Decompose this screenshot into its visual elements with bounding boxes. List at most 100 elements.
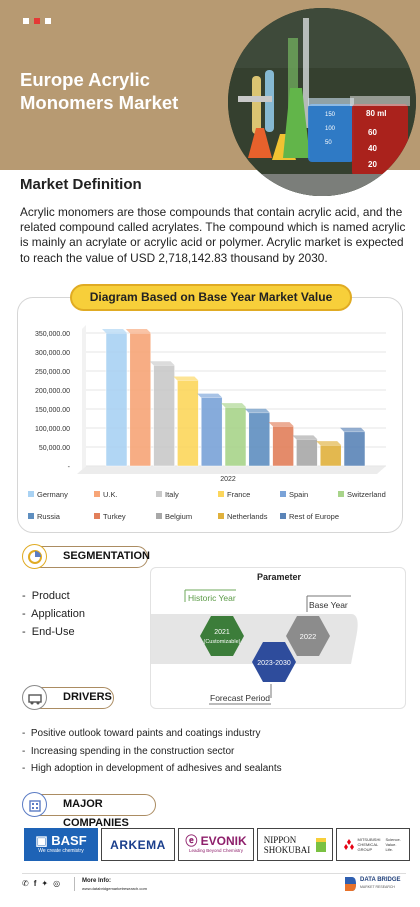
driver-item: - Positive outlook toward paints and coa… [22, 728, 261, 739]
beaker-mark-40: 40 [368, 144, 377, 153]
evonik-logo: ⓔ EVONIK Leading Beyond Chemistry [178, 828, 254, 861]
legend-label: Spain [289, 490, 308, 499]
bar-top [221, 403, 246, 408]
bar-rest-of-europe [343, 431, 366, 467]
beaker-mark-60: 60 [368, 128, 377, 137]
brand-line1: DATA BRIDGE [360, 877, 401, 883]
legend-label: Turkey [103, 512, 126, 521]
y-tick-label: - [68, 464, 71, 471]
y-tick-label: 250,000.00 [35, 369, 70, 376]
bar-chart: 350,000.00 300,000.00 250,000.00 200,000.00… [28, 325, 386, 521]
drivers-icon [22, 685, 47, 710]
footer-divider [22, 873, 406, 874]
facebook-icon[interactable]: f [33, 879, 37, 888]
hex-historic-customizable: (Customizable) [204, 639, 241, 645]
chart-card: 350,000.00 300,000.00 250,000.00 200,000.00… [17, 297, 403, 533]
legend-label: Russia [37, 512, 61, 521]
page-title-line2: Monomers Market [20, 92, 179, 113]
flask-mark-150: 150 [325, 112, 336, 118]
hex-historic-year: 2021 [214, 629, 230, 636]
data-bridge-mark-icon [345, 877, 356, 891]
hex-forecast-period: 2023-2030 [257, 660, 291, 667]
social-icons: ✆ f ✦ ◎ [22, 879, 60, 888]
hex-base-year: 2022 [300, 632, 317, 641]
segmentation-item: - End-Use [22, 626, 75, 638]
driver-item: - High adoption in development of adhesi… [22, 763, 282, 774]
segmentation-icon [22, 544, 47, 569]
bar-belgium [296, 439, 318, 467]
mitsubishi-diamonds-icon [343, 839, 354, 850]
x-axis-label: 2022 [220, 476, 236, 483]
segmentation-label: SEGMENTATION [63, 550, 150, 562]
bar-top [173, 376, 199, 381]
y-tick-label: 350,000.00 [35, 331, 70, 338]
legend-swatch [338, 491, 344, 497]
mitsubishi-tagline: Science. Value. Life. [385, 837, 401, 852]
y-tick-label: 300,000.00 [35, 350, 70, 357]
bar-netherlands [319, 444, 342, 467]
companies-icon [22, 792, 47, 817]
chart-title-pill: Diagram Based on Base Year Market Value [70, 284, 352, 311]
legend-swatch [156, 491, 162, 497]
segmentation-pill: SEGMENTATION [30, 546, 150, 568]
evonik-logo-tag: Leading Beyond Chemistry [188, 848, 244, 853]
bar-top [340, 427, 365, 432]
legend-label: Switzerland [347, 490, 386, 499]
footer-separator [74, 877, 75, 891]
forecast-period-label: Forecast Period [210, 693, 270, 703]
basf-logo-tag: We create chemistry [38, 848, 84, 854]
bar-spain [200, 397, 223, 467]
legend-swatch [94, 513, 100, 519]
segmentation-item: - Product [22, 590, 70, 602]
drivers-pill: DRIVERS [30, 687, 114, 709]
bar-italy [153, 365, 175, 467]
bar-top [125, 329, 151, 333]
drivers-list: - Positive outlook toward paints and coa… [22, 725, 282, 778]
arkema-logo: ARKEMA [101, 828, 175, 861]
legend-swatch [28, 513, 34, 519]
legend-swatch [28, 491, 34, 497]
segmentation-list: - Product - Application - End-Use [22, 587, 85, 641]
legend-label: Rest of Europe [289, 512, 339, 521]
beaker-mark-20: 20 [368, 160, 377, 169]
basf-logo: ▣ BASF We create chemistry [24, 828, 98, 861]
more-info-url[interactable]: www.databridgemarketresearch.com [82, 886, 147, 891]
chart-wall [82, 325, 86, 470]
bar-u-k- [129, 332, 152, 467]
legend-swatch [218, 491, 224, 497]
y-tick-label: 150,000.00 [35, 407, 70, 414]
base-year-label: Base Year [309, 600, 348, 610]
bar-switzerland [224, 406, 247, 467]
bar-top [292, 435, 318, 440]
more-info-label: More Info: [82, 878, 111, 884]
bar-france [177, 380, 199, 467]
bar-top [316, 441, 342, 446]
y-tick-label: 200,000.00 [35, 388, 70, 395]
whatsapp-icon[interactable]: ✆ [22, 879, 29, 888]
beaker-label: 80 ml [366, 109, 386, 118]
more-info: More Info: www.databridgemarketresearch.… [82, 878, 147, 892]
legend-label: Italy [165, 490, 179, 499]
legend-swatch [280, 491, 286, 497]
y-tick-label: 50,000.00 [39, 445, 70, 452]
bar-top [149, 361, 175, 366]
twitter-icon[interactable]: ✦ [41, 879, 49, 888]
lab-glassware-image: 150 100 50 80 ml 60 40 20 [228, 8, 416, 196]
y-tick-label: 100,000.00 [35, 426, 70, 433]
historic-year-label: Historic Year [188, 593, 236, 603]
legend-label: Netherlands [227, 512, 268, 521]
legend-swatch [218, 513, 224, 519]
decor-dots [23, 11, 56, 29]
legend-swatch [156, 513, 162, 519]
legend-label: France [227, 490, 250, 499]
parameter-card: Parameter Historic Year Base Year 2021 (… [150, 567, 406, 709]
chart-floor [77, 466, 386, 474]
bar-top [268, 422, 294, 427]
legend-label: Germany [37, 490, 68, 499]
bar-russia [248, 412, 271, 467]
segmentation-item: - Application [22, 608, 85, 620]
legend-label: Belgium [165, 512, 192, 521]
data-bridge-logo: DATA BRIDGE MARKET RESEARCH [343, 876, 401, 892]
bar-top [102, 329, 127, 333]
instagram-icon[interactable]: ◎ [53, 879, 61, 888]
